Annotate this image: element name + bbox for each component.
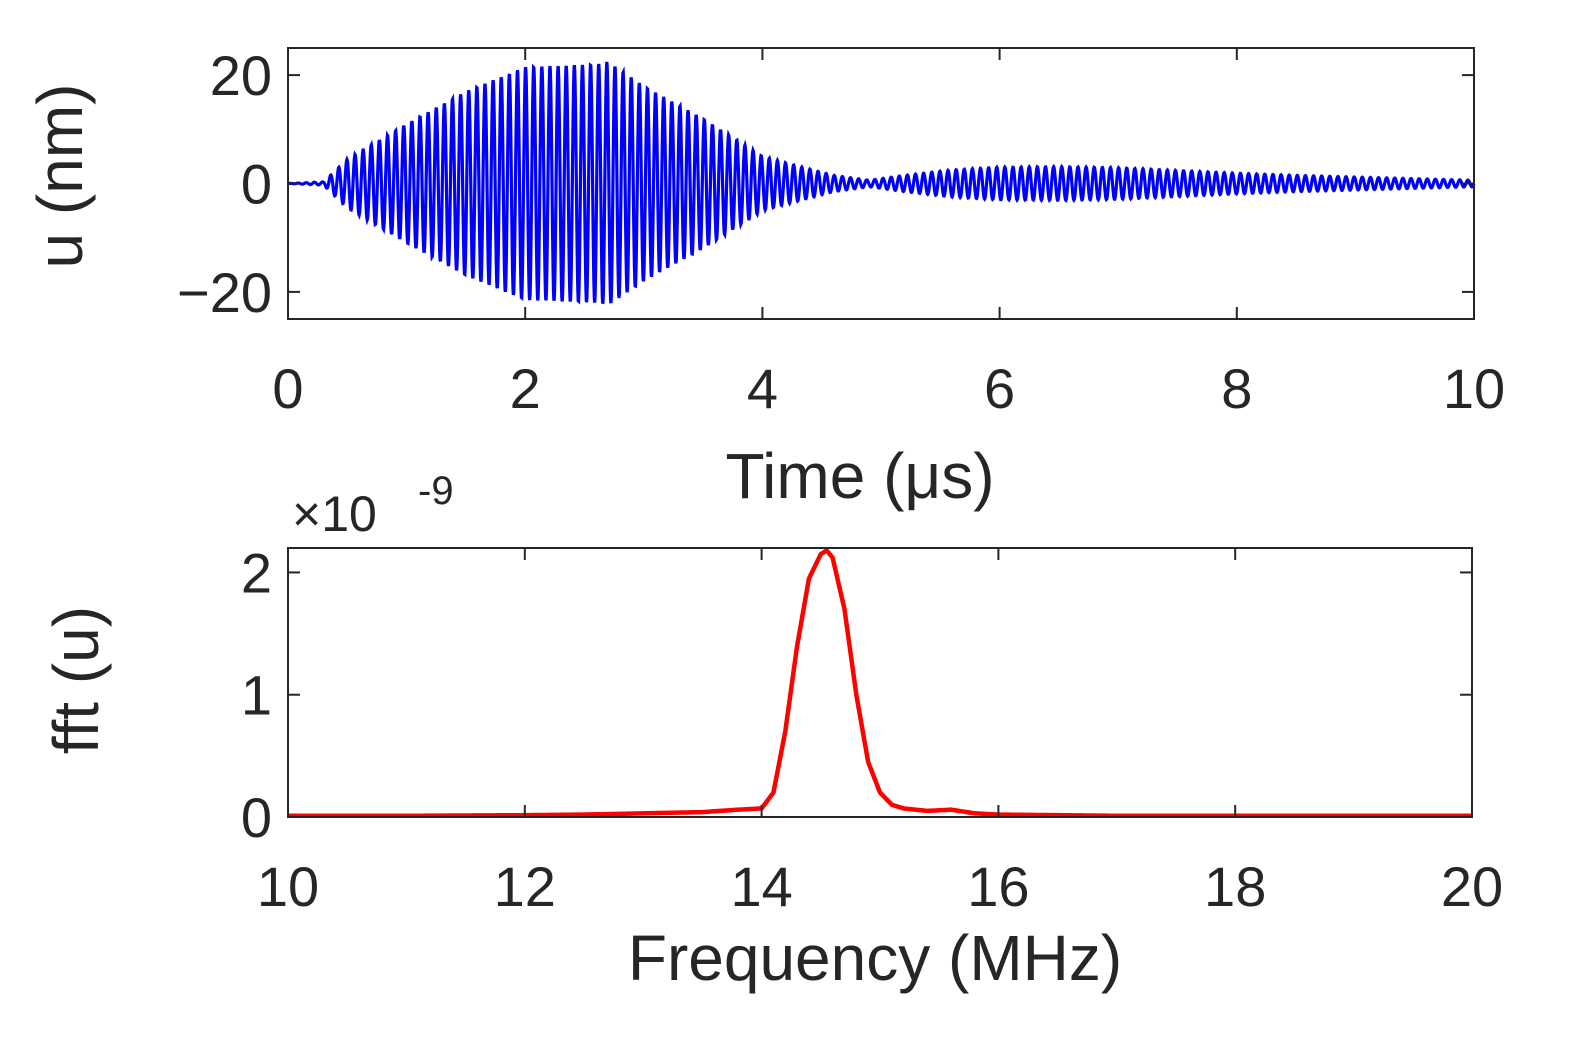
x-tick-label: 2 xyxy=(510,357,541,420)
y-tick-label: 2 xyxy=(241,541,272,604)
x-tick-label: 14 xyxy=(730,855,792,918)
frequency-axis-label: Frequency (MHz) xyxy=(628,922,1122,994)
displacement-series xyxy=(288,61,1476,305)
x-tick-label: 10 xyxy=(257,855,319,918)
x-tick-label: 10 xyxy=(1443,357,1505,420)
x-tick-label: 16 xyxy=(967,855,1029,918)
y-tick-label: 20 xyxy=(210,44,272,107)
y-tick-label: 0 xyxy=(241,153,272,216)
y-tick-label: 1 xyxy=(241,664,272,727)
x-tick-label: 6 xyxy=(984,357,1015,420)
displacement-line xyxy=(288,61,1476,305)
time-axis-label: Time (μs) xyxy=(725,440,994,512)
fft-axis-label: fft (u) xyxy=(40,606,112,754)
displacement-axis-label: u (nm) xyxy=(24,84,96,269)
x-tick-label: 18 xyxy=(1204,855,1266,918)
exponent-base: ×10 xyxy=(292,486,377,542)
y-tick-label: −20 xyxy=(177,261,272,324)
x-tick-label: 12 xyxy=(494,855,556,918)
spectrum-exponent-label: ×10 -9 xyxy=(292,469,454,542)
spectrum-line xyxy=(287,548,1473,819)
spectrum-axes-box xyxy=(287,547,1473,818)
exponent-power: -9 xyxy=(418,469,454,513)
y-tick-label: 0 xyxy=(241,786,272,849)
x-tick-label: 0 xyxy=(272,357,303,420)
x-tick-label: 20 xyxy=(1441,855,1503,918)
x-tick-label: 8 xyxy=(1221,357,1252,420)
spectrum-series xyxy=(287,548,1473,819)
x-tick-label: 4 xyxy=(747,357,778,420)
